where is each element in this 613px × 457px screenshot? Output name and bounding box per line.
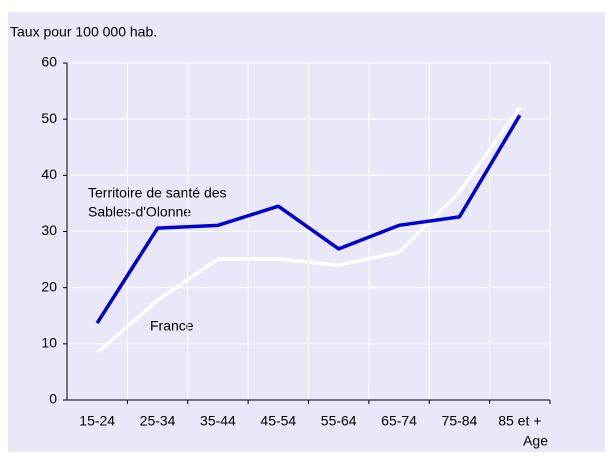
- x-tick-label: 15-24: [79, 413, 115, 429]
- y-tick-label: 10: [41, 335, 57, 351]
- x-tick-label: 75-84: [442, 413, 478, 429]
- y-axis-title: Taux pour 100 000 hab.: [10, 24, 157, 40]
- x-tick-label: 35-44: [200, 413, 236, 429]
- annotation: Territoire de santé des: [88, 185, 227, 201]
- line-series: [95, 114, 522, 324]
- y-tick-label: 40: [41, 166, 57, 182]
- y-tick-label: 30: [41, 222, 57, 238]
- x-axis-title: Age: [523, 433, 548, 449]
- y-tick-label: 50: [41, 110, 57, 126]
- x-tick-label: 65-74: [381, 413, 417, 429]
- line-series: [96, 106, 522, 355]
- x-tick-label: 45-54: [260, 413, 296, 429]
- annotation: France: [150, 318, 194, 334]
- y-tick-label: 20: [41, 278, 57, 294]
- x-tick-label: 85 et +: [498, 413, 541, 429]
- x-tick-label: 25-34: [140, 413, 176, 429]
- y-tick-label: 60: [41, 54, 57, 70]
- y-tick-label: 0: [49, 391, 57, 407]
- annotation: Sables-d'Olonne: [88, 204, 191, 220]
- x-tick-label: 55-64: [321, 413, 357, 429]
